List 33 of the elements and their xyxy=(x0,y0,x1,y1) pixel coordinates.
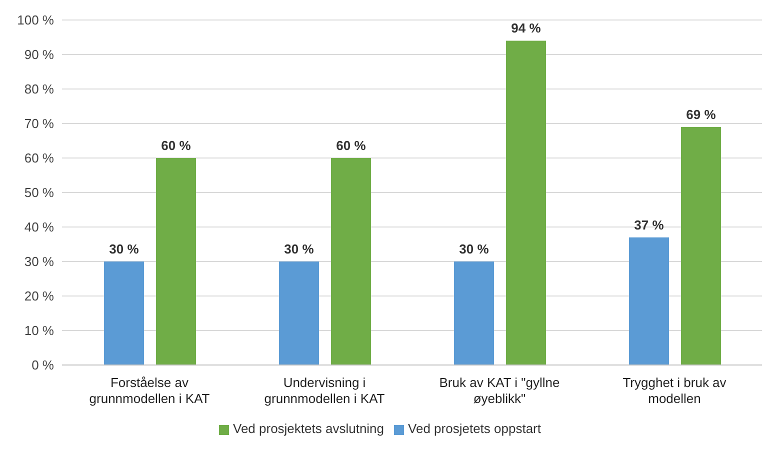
y-tick-label: 40 % xyxy=(24,220,54,235)
y-tick-label: 60 % xyxy=(24,150,54,166)
y-tick-label: 20 % xyxy=(24,288,54,304)
data-label: 37 % xyxy=(634,217,664,232)
y-tick-label: 80 % xyxy=(24,82,54,97)
x-tick-label: Bruk av KAT i "gyllne øyeblikk" xyxy=(439,375,560,406)
bar xyxy=(629,237,669,365)
bar xyxy=(454,262,494,365)
data-label: 30 % xyxy=(284,242,314,256)
bar xyxy=(104,262,144,365)
data-label: 60 % xyxy=(161,138,192,153)
bar xyxy=(156,158,196,365)
bar xyxy=(506,40,546,365)
x-tick-label: Undervisning i grunnmodellen i KAT xyxy=(264,375,385,406)
bar xyxy=(331,158,371,365)
y-tick-label: 70 % xyxy=(24,116,54,132)
x-tick-label: Trygghet i bruk av modellen xyxy=(622,375,727,406)
y-tick-label: 0 % xyxy=(32,358,54,373)
data-label: 60 % xyxy=(336,138,366,153)
data-label: 30 % xyxy=(459,242,490,256)
y-tick-label: 100 % xyxy=(17,12,54,28)
data-label: 30 % xyxy=(109,242,140,256)
legend-label: Ved prosjektets avslutning xyxy=(232,421,384,436)
data-label: 69 % xyxy=(686,106,716,122)
x-tick-label: Forståelse av grunnmodellen i KAT xyxy=(89,375,210,406)
data-label: 94 % xyxy=(511,20,542,36)
y-tick-label: 30 % xyxy=(24,254,54,270)
bar xyxy=(279,262,319,365)
y-tick-label: 90 % xyxy=(24,47,54,62)
y-tick-label: 10 % xyxy=(24,323,54,338)
y-tick-label: 50 % xyxy=(24,185,54,200)
legend-label: Ved prosjetets oppstart xyxy=(408,421,542,436)
bar xyxy=(681,126,721,365)
